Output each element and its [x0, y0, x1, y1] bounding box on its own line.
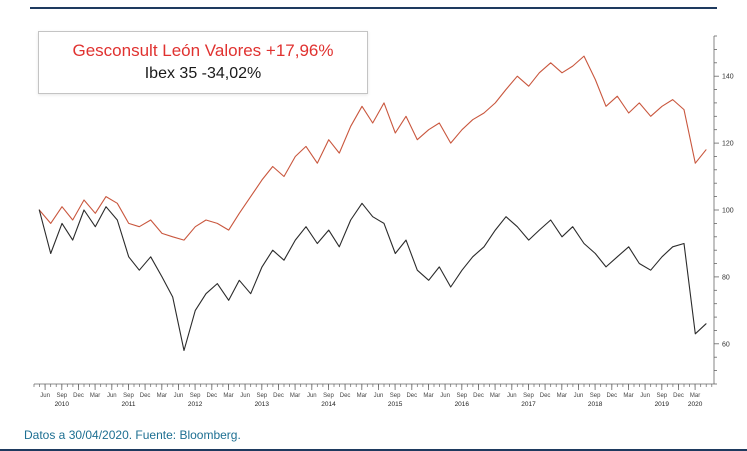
legend-fund-label: Gesconsult León Valores +17,96%	[72, 41, 334, 60]
svg-text:2013: 2013	[255, 401, 270, 408]
svg-text:Sep: Sep	[590, 393, 601, 399]
svg-text:Dec: Dec	[473, 393, 484, 399]
svg-text:Jun: Jun	[507, 393, 517, 399]
svg-text:60: 60	[722, 341, 730, 348]
svg-text:140: 140	[722, 74, 734, 81]
svg-text:Sep: Sep	[190, 393, 201, 399]
svg-text:Sep: Sep	[390, 393, 401, 399]
svg-text:2016: 2016	[455, 401, 470, 408]
svg-text:Jun: Jun	[440, 393, 450, 399]
svg-text:2015: 2015	[388, 401, 403, 408]
svg-text:Jun: Jun	[174, 393, 184, 399]
svg-text:2018: 2018	[588, 401, 603, 408]
svg-text:2014: 2014	[321, 401, 336, 408]
svg-text:Sep: Sep	[323, 393, 334, 399]
svg-text:2019: 2019	[655, 401, 670, 408]
svg-text:Dec: Dec	[406, 393, 417, 399]
svg-text:2010: 2010	[55, 401, 70, 408]
svg-text:Mar: Mar	[423, 393, 433, 399]
svg-text:80: 80	[722, 274, 730, 281]
svg-text:Sep: Sep	[456, 393, 467, 399]
svg-text:Jun: Jun	[640, 393, 650, 399]
svg-text:Sep: Sep	[523, 393, 534, 399]
svg-text:Mar: Mar	[223, 393, 233, 399]
svg-text:Jun: Jun	[574, 393, 584, 399]
svg-text:2012: 2012	[188, 401, 203, 408]
svg-text:Mar: Mar	[157, 393, 167, 399]
svg-text:Dec: Dec	[273, 393, 284, 399]
svg-text:Dec: Dec	[140, 393, 151, 399]
svg-text:Jun: Jun	[40, 393, 50, 399]
svg-text:Mar: Mar	[490, 393, 500, 399]
svg-text:2011: 2011	[122, 401, 136, 408]
svg-text:Dec: Dec	[340, 393, 351, 399]
top-divider	[30, 7, 717, 9]
svg-text:Mar: Mar	[557, 393, 567, 399]
svg-text:Sep: Sep	[56, 393, 67, 399]
svg-text:Mar: Mar	[290, 393, 300, 399]
legend-index-label: Ibex 35 -34,02%	[144, 65, 262, 82]
chart-legend: Gesconsult León Valores +17,96% Ibex 35 …	[38, 31, 368, 94]
svg-text:Mar: Mar	[90, 393, 100, 399]
svg-text:100: 100	[722, 208, 734, 215]
svg-text:Jun: Jun	[374, 393, 384, 399]
svg-text:Dec: Dec	[540, 393, 551, 399]
bottom-divider	[0, 449, 747, 451]
svg-text:Sep: Sep	[123, 393, 134, 399]
svg-text:Sep: Sep	[656, 393, 667, 399]
svg-text:Mar: Mar	[690, 393, 700, 399]
source-note: Datos a 30/04/2020. Fuente: Bloomberg.	[24, 428, 241, 442]
svg-text:2020: 2020	[688, 401, 703, 408]
svg-text:Mar: Mar	[357, 393, 367, 399]
svg-text:2017: 2017	[521, 401, 536, 408]
svg-text:Jun: Jun	[107, 393, 117, 399]
svg-text:Jun: Jun	[240, 393, 250, 399]
svg-text:Dec: Dec	[73, 393, 84, 399]
svg-text:Sep: Sep	[256, 393, 267, 399]
svg-text:120: 120	[722, 141, 734, 148]
svg-text:Dec: Dec	[673, 393, 684, 399]
svg-text:Dec: Dec	[206, 393, 217, 399]
svg-text:Mar: Mar	[623, 393, 633, 399]
svg-text:Jun: Jun	[307, 393, 317, 399]
svg-text:Dec: Dec	[606, 393, 617, 399]
